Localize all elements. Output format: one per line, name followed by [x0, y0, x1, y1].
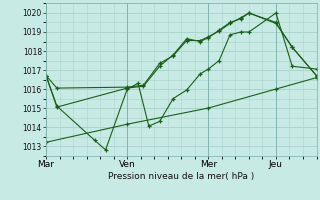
X-axis label: Pression niveau de la mer( hPa ): Pression niveau de la mer( hPa ) — [108, 172, 254, 181]
